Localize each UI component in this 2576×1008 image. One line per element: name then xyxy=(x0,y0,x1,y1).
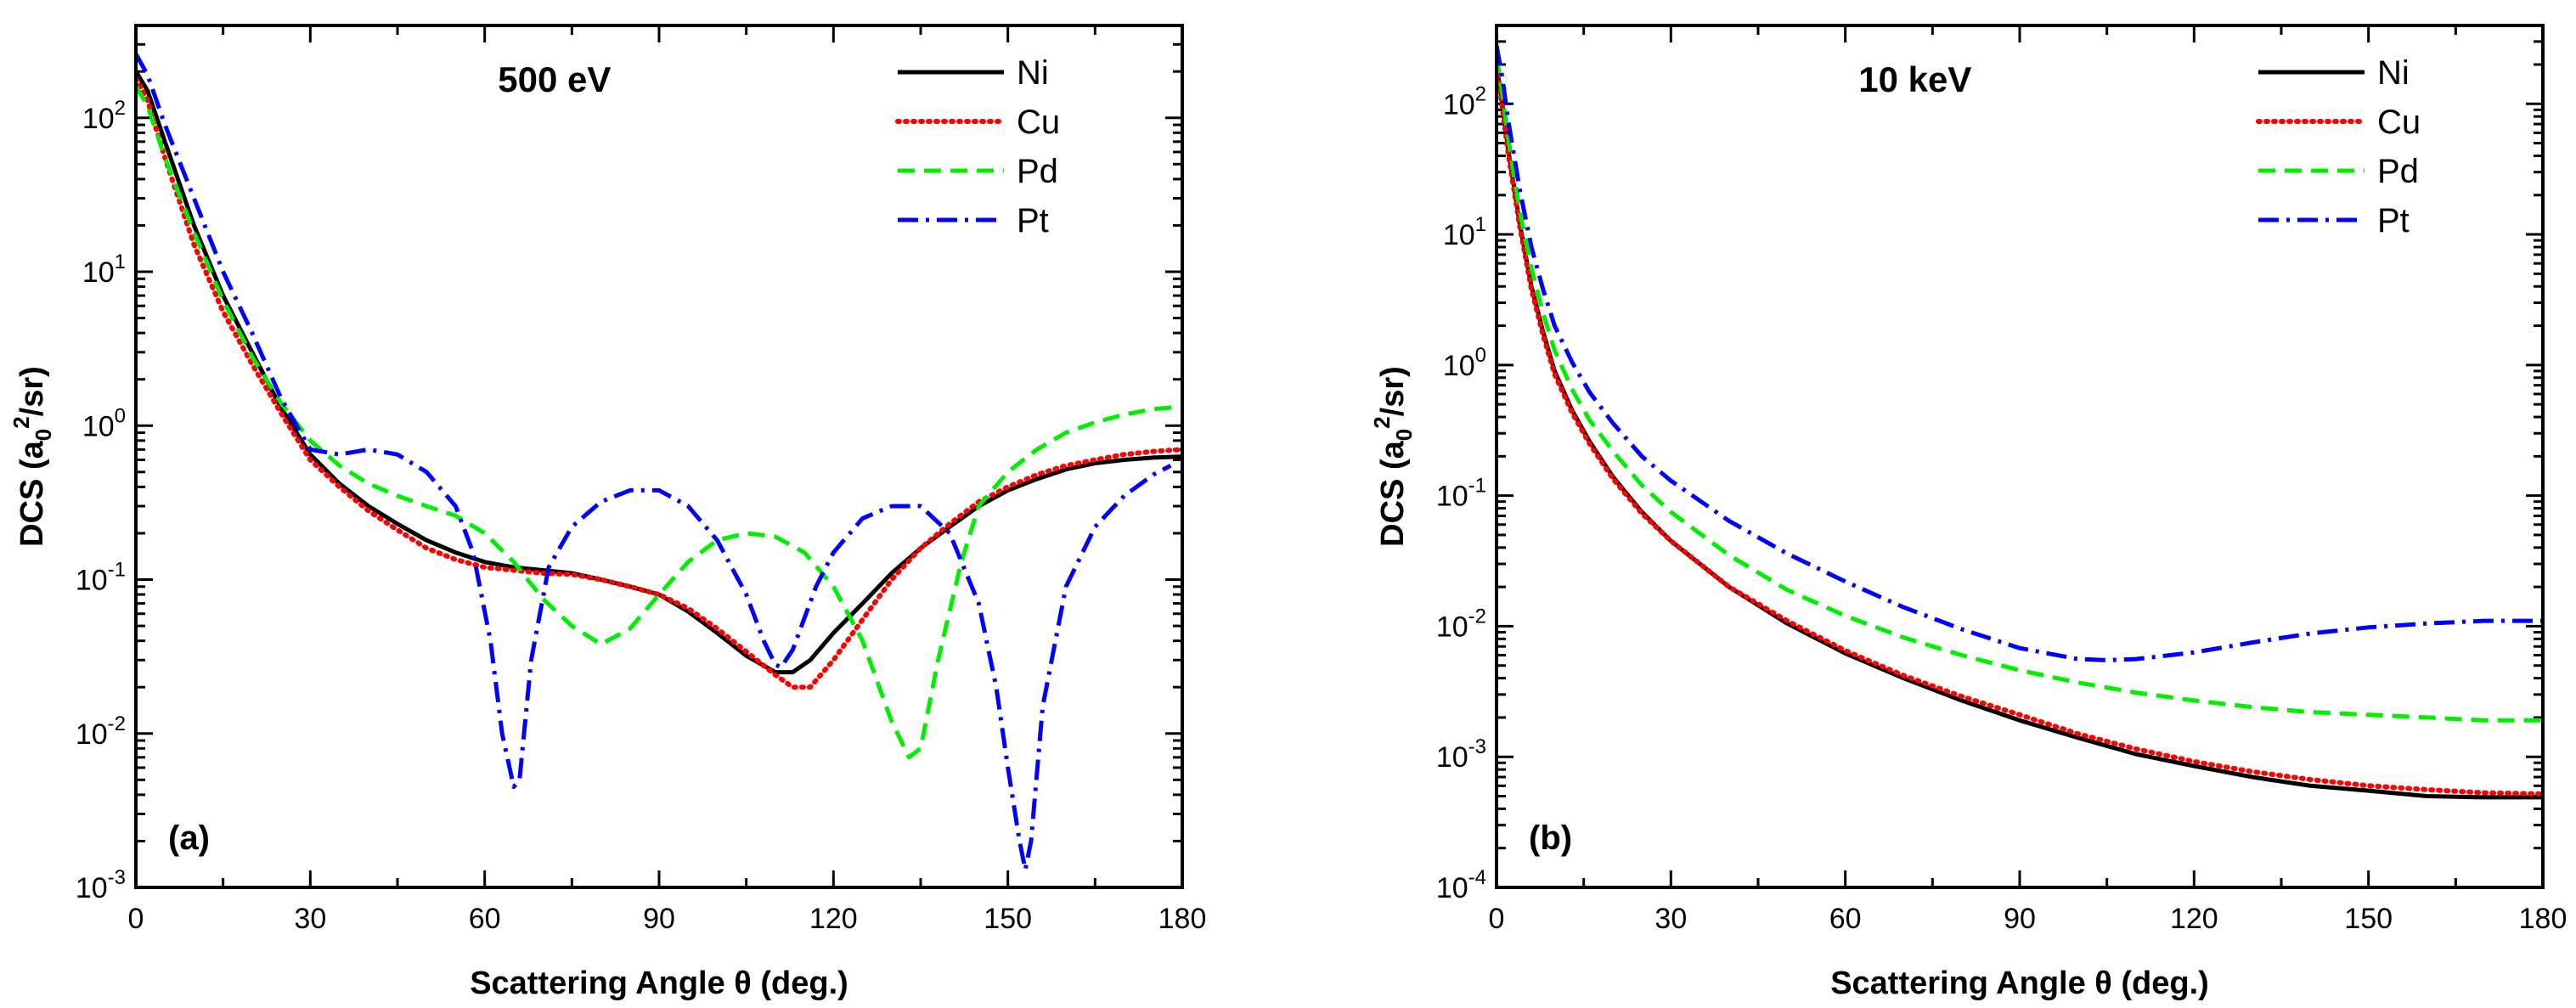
panel-a-y-axis-title-end: /sr) xyxy=(14,366,50,416)
panel-a-label: (a) xyxy=(168,819,210,857)
y-tick-label: 10-1 xyxy=(1436,475,1486,513)
panel-b-y-axis-title-sub: 0 xyxy=(1391,429,1417,441)
panel-b-title: 10 keV xyxy=(1858,59,1971,99)
panel-b-frame xyxy=(1495,24,2545,889)
y-tick-base: 10 xyxy=(76,565,108,597)
panel-a-x-tick-labels: 0 30 60 90 120 150 180 xyxy=(128,903,1207,935)
panel-b-y-axis-title-main: DCS (a xyxy=(1375,440,1411,546)
panel-a-y-axis-title-sub: 0 xyxy=(31,429,56,441)
y-tick-label: 100 xyxy=(1443,344,1486,382)
y-tick-base: 10 xyxy=(82,410,115,442)
series-line-cu xyxy=(1497,65,2543,797)
panel-a-frame xyxy=(134,24,1184,889)
y-tick-base: 10 xyxy=(76,872,108,904)
y-tick-label: 102 xyxy=(1443,82,1486,121)
legend-label-cu: Cu xyxy=(2377,104,2421,141)
legend-label-pt: Pt xyxy=(2377,202,2410,239)
panel-a-y-axis-title-sup: 2 xyxy=(8,416,34,428)
x-tick-label: 60 xyxy=(1829,903,1862,935)
y-tick-base: 10 xyxy=(1436,741,1468,774)
y-tick-label: 10-2 xyxy=(1436,605,1486,643)
y-tick-label: 100 xyxy=(82,404,126,442)
y-tick-base: 10 xyxy=(1443,88,1475,121)
y-tick-base: 10 xyxy=(1443,350,1475,382)
y-tick-exponent: -2 xyxy=(108,712,126,735)
panel-a-y-axis-title: DCS (a02/sr) xyxy=(8,366,56,547)
panel-b-y-axis-title-sup: 2 xyxy=(1369,416,1395,428)
y-tick-exponent: 2 xyxy=(115,97,126,120)
panel-b-y-axis-title: DCS (a02/sr) xyxy=(1369,366,1417,547)
panel-a-y-axis-title-main: DCS (a xyxy=(14,440,50,546)
legend-label-ni: Ni xyxy=(2377,54,2410,92)
y-tick-exponent: -3 xyxy=(108,866,126,889)
x-tick-label: 0 xyxy=(1489,903,1505,935)
panel-a-title: 500 eV xyxy=(498,59,611,99)
y-tick-label: 10-3 xyxy=(76,866,126,904)
y-tick-exponent: 0 xyxy=(115,404,126,427)
series-line-pt xyxy=(136,53,1172,872)
legend-label-cu: Cu xyxy=(1017,104,1060,141)
panel-b: 0 30 60 90 120 150 180 10-410-310-210-11001011… xyxy=(1369,24,2568,1001)
panel-a-series xyxy=(136,53,1182,872)
x-tick-label: 180 xyxy=(2519,903,2568,935)
x-tick-label: 60 xyxy=(469,903,501,935)
panel-b-legend: Ni Cu Pd Pt xyxy=(2256,54,2421,239)
x-tick-label: 90 xyxy=(2004,903,2036,935)
panel-b-x-axis-title: Scattering Angle θ (deg.) xyxy=(1830,966,2209,1001)
legend-label-pd: Pd xyxy=(1017,153,1058,190)
x-tick-label: 90 xyxy=(643,903,675,935)
y-tick-label: 101 xyxy=(82,251,126,289)
y-tick-base: 10 xyxy=(76,718,108,751)
panel-a-legend: Ni Cu Pd Pt xyxy=(895,54,1060,239)
series-line-pt xyxy=(1497,45,2543,662)
x-tick-label: 150 xyxy=(2344,903,2393,935)
y-tick-base: 10 xyxy=(1436,611,1468,643)
y-tick-base: 10 xyxy=(1436,872,1468,904)
y-tick-exponent: 1 xyxy=(115,251,126,273)
y-tick-label: 10-2 xyxy=(76,712,126,751)
series-line-cu xyxy=(136,76,1182,690)
y-tick-label: 101 xyxy=(1443,213,1486,251)
y-tick-label: 10-4 xyxy=(1436,866,1486,904)
x-tick-label: 30 xyxy=(294,903,326,935)
y-tick-exponent: 2 xyxy=(1475,82,1486,105)
legend-label-pt: Pt xyxy=(1017,202,1049,239)
legend-label-ni: Ni xyxy=(1017,54,1049,92)
y-tick-label: 10-3 xyxy=(1436,735,1486,774)
panel-b-label: (b) xyxy=(1529,819,1572,857)
y-tick-base: 10 xyxy=(82,256,115,289)
x-tick-label: 0 xyxy=(128,903,144,935)
legend-label-pd: Pd xyxy=(2377,153,2419,190)
x-tick-label: 120 xyxy=(809,903,858,935)
y-tick-base: 10 xyxy=(1436,481,1468,513)
y-tick-exponent: -4 xyxy=(1468,866,1486,889)
y-tick-base: 10 xyxy=(1443,219,1475,251)
x-tick-label: 30 xyxy=(1654,903,1687,935)
x-tick-label: 120 xyxy=(2170,903,2218,935)
y-tick-base: 10 xyxy=(82,103,115,135)
y-tick-label: 102 xyxy=(82,97,126,135)
panel-a-x-axis-title: Scattering Angle θ (deg.) xyxy=(470,966,848,1001)
y-tick-label: 10-1 xyxy=(76,559,126,597)
y-tick-exponent: 0 xyxy=(1475,344,1486,367)
x-tick-label: 150 xyxy=(984,903,1032,935)
y-tick-exponent: 1 xyxy=(1475,213,1486,236)
y-tick-exponent: -1 xyxy=(1468,475,1486,498)
series-line-pd xyxy=(1497,56,2543,723)
y-tick-exponent: -2 xyxy=(1468,605,1486,628)
x-tick-label: 180 xyxy=(1158,903,1207,935)
y-tick-exponent: -1 xyxy=(108,559,126,582)
panel-b-series xyxy=(1497,45,2543,800)
panel-b-y-axis-title-end: /sr) xyxy=(1375,366,1411,416)
y-tick-exponent: -3 xyxy=(1468,735,1486,758)
panel-b-x-tick-labels: 0 30 60 90 120 150 180 xyxy=(1489,903,2568,935)
